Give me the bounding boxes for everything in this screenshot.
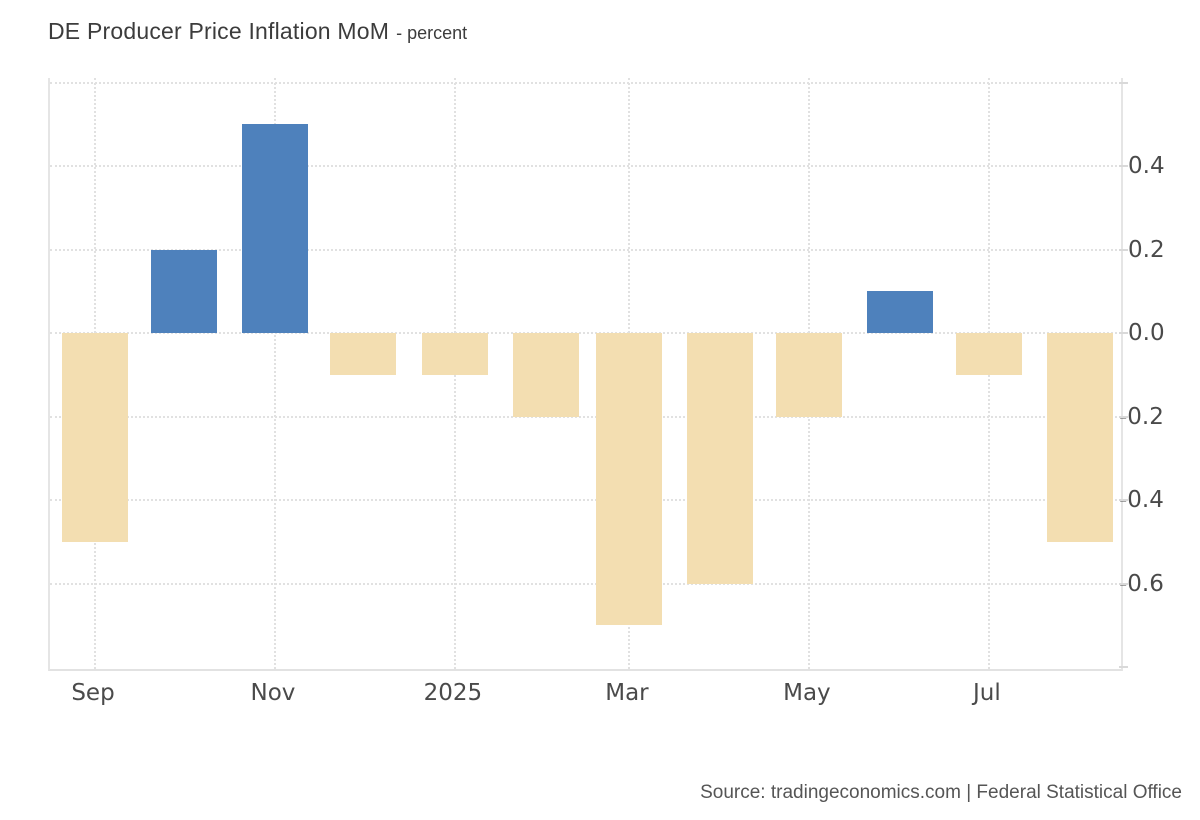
x-axis-label: Mar [605,680,649,706]
x-axis-label: Nov [250,680,296,706]
bar-jul-2025[interactable] [955,333,1022,375]
x-axis-label: Sep [71,680,115,706]
x-axis-label: Jul [972,680,1001,706]
bar-mar-2025[interactable] [595,333,662,626]
x-axis-label: 2025 [423,680,483,706]
bar-may-2025[interactable] [775,333,842,417]
horizontal-gridline [50,165,1121,167]
y-axis-tick [1119,332,1128,334]
horizontal-gridline [50,415,1121,418]
y-axis-tick [1119,499,1128,501]
bar-jun-2025[interactable] [867,291,934,333]
bar-feb-2025[interactable] [513,333,580,417]
bar-nov-2024[interactable] [241,124,308,333]
y-axis-tick [1119,415,1128,418]
y-axis-label: 0.0 [1128,320,1165,346]
y-axis-tick [1119,248,1128,251]
chart-subtitle: - percent [396,23,468,43]
y-axis-tick [1119,666,1128,668]
y-axis-tick [1119,81,1128,84]
horizontal-gridline [50,248,1121,251]
horizontal-gridline [50,332,1121,334]
chart-title: DE Producer Price Inflation MoM [48,18,390,44]
bar-dec-2024[interactable] [330,333,397,375]
source-text: Source: tradingeconomics.com | Federal S… [700,782,1182,803]
horizontal-gridline [50,499,1121,501]
x-axis-label: May [783,680,831,706]
horizontal-gridline [50,81,1121,84]
bar-jan-2025[interactable] [421,333,488,375]
y-axis-label: 0.2 [1128,236,1165,263]
y-axis-tick [1119,165,1128,167]
plot-area [48,78,1123,671]
vertical-gridline [273,78,276,669]
chart-header: DE Producer Price Inflation MoM - percent [48,18,467,45]
bar-aug-2025[interactable] [1047,333,1114,542]
bar-apr-2025[interactable] [687,333,754,584]
bar-sep-2024[interactable] [62,333,128,542]
y-axis-tick [1119,582,1128,585]
bar-oct-2024[interactable] [150,249,217,333]
horizontal-gridline [50,582,1121,585]
y-axis-label: 0.4 [1128,153,1165,179]
